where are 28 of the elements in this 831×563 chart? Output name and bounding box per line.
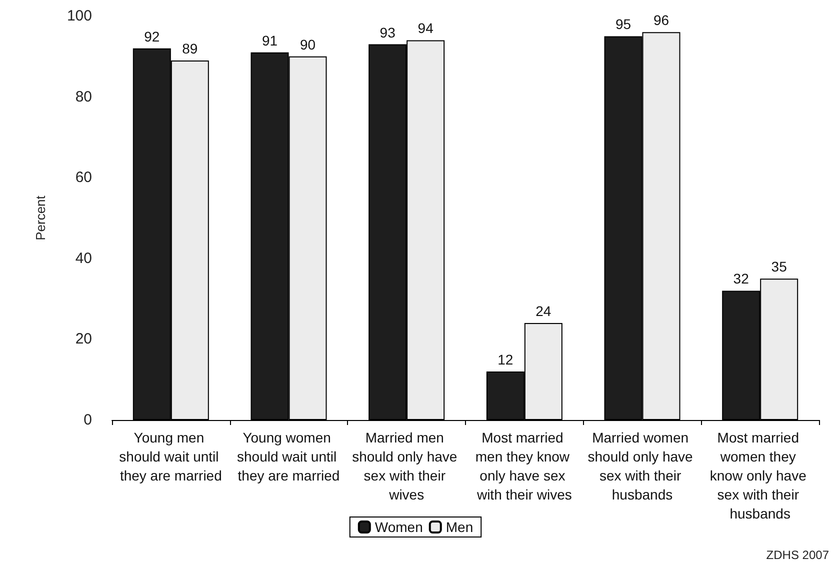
data-label: 90 — [300, 36, 316, 52]
data-label: 35 — [771, 258, 788, 275]
data-label: 95 — [615, 16, 632, 32]
text: ZDHS 2007 — [766, 548, 830, 562]
x-tick-label: Married men should only have sex with their wives — [352, 430, 462, 502]
y-tick-label: 0 — [84, 412, 92, 428]
x-tick-label: Most married women they know only have sex with their husbands — [710, 430, 810, 522]
x-tick-label: Young women should wait until they are married — [236, 430, 341, 484]
data-label: 12 — [498, 352, 514, 368]
y-tick-label: 100 — [66, 8, 92, 24]
y-tick-label: 20 — [75, 330, 92, 348]
data-label: 92 — [144, 28, 160, 44]
y-tick-label: 40 — [75, 250, 92, 267]
x-tick-label: Most married men they know only have sex with their wives — [475, 430, 574, 502]
data-label: 93 — [380, 24, 396, 40]
legend-label: Men — [446, 519, 474, 535]
data-label: 91 — [262, 32, 278, 48]
y-axis-title: Percent — [33, 195, 48, 240]
x-tick-label: Young men should wait until they are married — [119, 430, 223, 484]
data-label: 94 — [418, 20, 434, 36]
data-label: 32 — [733, 270, 750, 287]
y-tick-label: 60 — [75, 169, 92, 186]
x-tick-label: Married women should only have sex with their husbands — [588, 430, 697, 502]
y-tick-label: 80 — [75, 88, 92, 106]
legend-label: Women — [374, 519, 423, 535]
data-label: 89 — [182, 40, 198, 56]
data-label: 24 — [536, 303, 552, 320]
data-label: 96 — [653, 12, 670, 28]
